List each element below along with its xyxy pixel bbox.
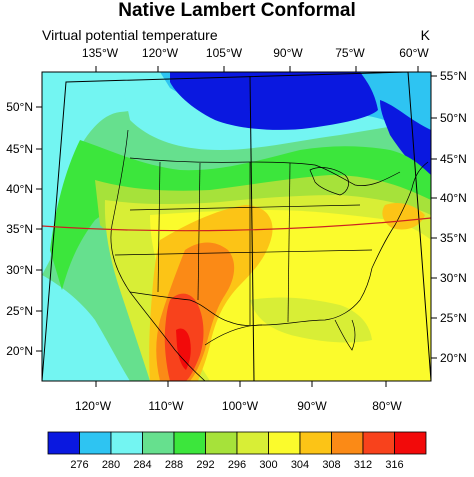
bottom-longitude-axis: 120°W 110°W 100°W 90°W 80°W <box>75 381 402 413</box>
contour-fill-coldest-east <box>380 100 431 180</box>
colorbar-level-label: 280 <box>102 459 120 471</box>
bottom-tick-label: 100°W <box>222 399 259 413</box>
top-tick-label: 105°W <box>206 46 243 60</box>
left-tick-label: 30°N <box>6 263 33 277</box>
colorbar-level-label: 312 <box>354 459 372 471</box>
colorbar-level-label: 292 <box>196 459 214 471</box>
colorbar-swatch <box>268 431 301 455</box>
state-line-5 <box>129 204 361 211</box>
state-line-4 <box>287 162 291 323</box>
colorbar-level-label: 284 <box>133 459 151 471</box>
gulf-coastline <box>204 267 373 346</box>
bottom-tick-label: 110°W <box>148 399 184 413</box>
colorbar-swatch <box>142 431 175 455</box>
right-tick-label: 25°N <box>440 311 467 325</box>
colorbar-level-label: 276 <box>70 459 88 471</box>
contour-fill-eastcoast-warm <box>382 203 425 230</box>
top-tick-label: 60°W <box>399 46 429 60</box>
left-tick-label: 50°N <box>6 100 33 114</box>
colorbar-level-label: 308 <box>322 459 340 471</box>
right-tick-label: 40°N <box>440 191 467 205</box>
reference-latitude-line <box>42 217 431 232</box>
right-tick-label: 20°N <box>440 351 467 365</box>
right-tick-label: 50°N <box>440 111 467 125</box>
bottom-tick-label: 80°W <box>372 399 402 413</box>
colorbar-swatch <box>79 431 112 455</box>
plot-frame <box>41 71 432 382</box>
colorbar-swatch <box>205 431 238 455</box>
colorbar-level-label: 296 <box>228 459 246 471</box>
colorbar: 276 280 284 288 292 296 300 304 308 312 316 <box>47 431 427 471</box>
state-line-1 <box>157 161 161 293</box>
units-label: K <box>421 27 431 43</box>
domain-outline <box>42 72 431 381</box>
colorbar-swatch <box>236 431 269 455</box>
field-name-label: Virtual potential temperature <box>42 27 218 43</box>
left-latitude-axis: 50°N 45°N 40°N 35°N 30°N 25°N 20°N <box>6 100 42 358</box>
colorbar-swatch <box>331 431 364 455</box>
colorbar-level-label: 304 <box>291 459 309 471</box>
west-coastline <box>110 129 206 381</box>
great-lakes <box>309 167 349 196</box>
contour-fill-gulf <box>250 297 372 343</box>
bottom-tick-label: 90°W <box>297 399 327 413</box>
map-outlines <box>110 129 429 381</box>
colorbar-level-label: 316 <box>385 459 403 471</box>
left-tick-label: 25°N <box>6 304 33 318</box>
contour-fill-mexico-peak <box>176 328 191 370</box>
right-latitude-axis: 55°N 50°N 45°N 40°N 35°N 30°N 25°N 20°N <box>431 69 467 365</box>
colorbar-level-label: 288 <box>165 459 183 471</box>
colorbar-swatch <box>110 431 143 455</box>
plot-title: Native Lambert Conformal <box>118 0 356 21</box>
domain-boundary <box>42 72 431 381</box>
east-coastline <box>371 161 429 269</box>
right-tick-label: 30°N <box>440 271 467 285</box>
left-tick-label: 45°N <box>6 142 33 156</box>
left-tick-label: 35°N <box>6 222 33 236</box>
state-line-2 <box>197 162 201 301</box>
bottom-tick-label: 120°W <box>75 399 112 413</box>
top-tick-label: 90°W <box>273 46 303 60</box>
contour-fill-northwest <box>42 72 180 275</box>
us-mexico-border <box>129 291 263 326</box>
right-tick-label: 55°N <box>440 69 467 83</box>
colorbar-swatch <box>362 431 395 455</box>
top-longitude-axis: 135°W 120°W 105°W 90°W 75°W 60°W <box>82 46 429 72</box>
us-canada-border <box>129 157 401 186</box>
colorbar-level-label: 300 <box>259 459 277 471</box>
top-tick-label: 75°W <box>335 46 365 60</box>
central-meridian <box>249 75 255 381</box>
florida <box>334 319 356 351</box>
top-tick-label: 135°W <box>82 46 119 60</box>
colorbar-swatch <box>394 431 427 455</box>
right-tick-label: 45°N <box>440 152 467 166</box>
colorbar-swatch <box>299 431 332 455</box>
contour-fill-pacific-south <box>42 275 130 381</box>
map-plot-area <box>42 72 431 381</box>
contour-fill-coldest <box>170 72 378 130</box>
state-line-6 <box>114 249 373 256</box>
colorbar-swatch <box>47 431 80 455</box>
top-tick-label: 120°W <box>142 46 179 60</box>
right-tick-label: 35°N <box>440 231 467 245</box>
left-tick-label: 40°N <box>6 182 33 196</box>
left-tick-label: 20°N <box>6 344 33 358</box>
colorbar-swatch <box>173 431 206 455</box>
